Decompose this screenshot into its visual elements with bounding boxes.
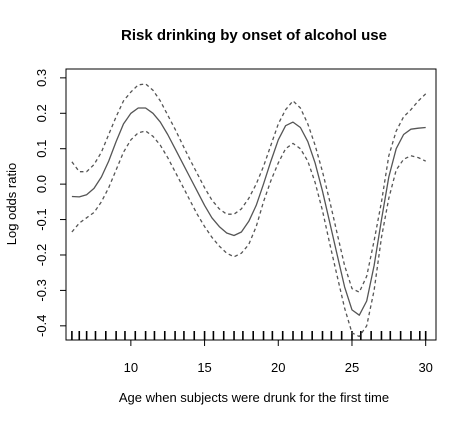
y-tick-label: 0.2 xyxy=(34,104,49,122)
y-tick-label: 0.3 xyxy=(34,69,49,87)
confidence-band-line-2 xyxy=(71,130,426,338)
x-tick-label: 20 xyxy=(271,360,285,375)
y-tick-label: -0.1 xyxy=(34,208,49,230)
x-tick-label: 25 xyxy=(345,360,359,375)
y-axis-label: Log odds ratio xyxy=(4,163,19,245)
y-tick-label: -0.4 xyxy=(34,315,49,337)
y-tick-label: 0.0 xyxy=(34,175,49,193)
y-tick-label: 0.1 xyxy=(34,140,49,158)
y-axis: -0.4 -0.3 -0.2 -0.1 0.0 0.1 0.2 0.3 xyxy=(34,69,66,337)
series-lines xyxy=(71,83,427,338)
confidence-band-line-1 xyxy=(71,83,427,293)
plot-frame xyxy=(65,68,437,341)
x-tick-label: 15 xyxy=(197,360,211,375)
x-axis: 10 15 20 25 30 xyxy=(124,340,433,375)
rug-marks xyxy=(71,331,427,340)
y-tick-label: -0.2 xyxy=(34,244,49,266)
estimate-line xyxy=(71,107,426,316)
chart-title: Risk drinking by onset of alcohol use xyxy=(121,27,387,44)
x-tick-label: 10 xyxy=(124,360,138,375)
x-axis-label: Age when subjects were drunk for the fir… xyxy=(119,390,389,405)
y-tick-label: -0.3 xyxy=(34,279,49,301)
x-tick-label: 30 xyxy=(418,360,432,375)
